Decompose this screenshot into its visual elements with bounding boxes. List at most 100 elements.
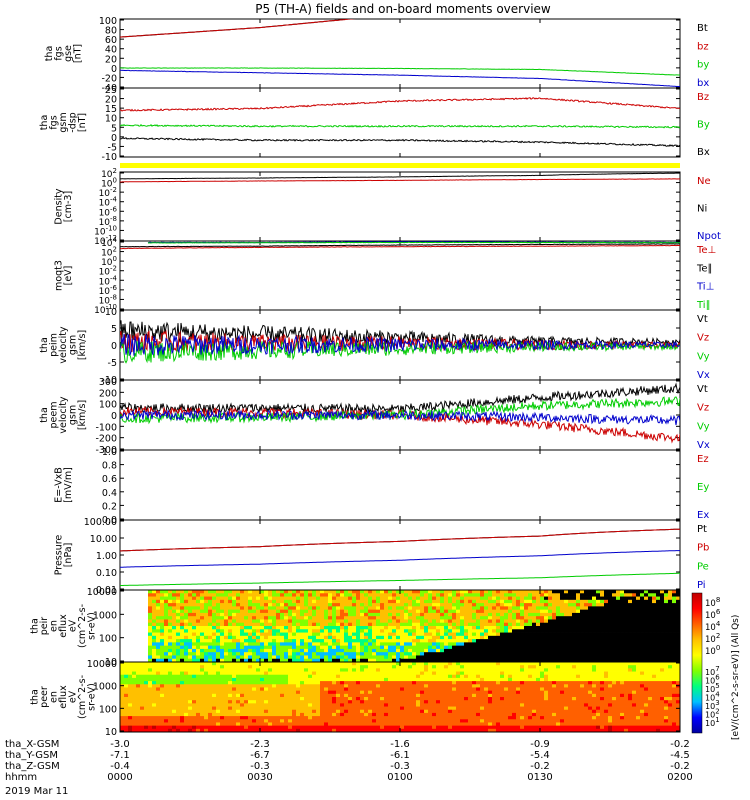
heatmap-cell — [540, 655, 545, 660]
heatmap-cell — [284, 593, 289, 597]
heatmap-cell — [264, 632, 269, 637]
heatmap-cell — [408, 622, 413, 627]
heatmap-cell — [664, 622, 669, 627]
heatmap-cell — [392, 612, 397, 617]
heatmap-cell — [476, 645, 481, 650]
heatmap-cell — [356, 684, 361, 688]
heatmap-cell — [224, 719, 229, 723]
heatmap-cell — [292, 599, 297, 604]
heatmap-cell — [520, 639, 525, 643]
heatmap-cell — [368, 703, 373, 707]
heatmap-cell — [216, 629, 221, 633]
heatmap-cell — [440, 609, 445, 614]
heatmap-cell — [496, 639, 501, 643]
heatmap-cell — [556, 599, 561, 604]
heatmap-cell — [236, 687, 241, 692]
heatmap-cell — [352, 700, 357, 704]
heatmap-cell — [432, 596, 437, 601]
heatmap-cell — [244, 616, 249, 620]
heatmap-cell — [228, 599, 233, 604]
heatmap-cell — [652, 596, 657, 601]
heatmap-cell — [252, 697, 257, 701]
heatmap-cell — [352, 662, 357, 666]
heatmap-cell — [212, 716, 217, 720]
heatmap-cell — [208, 719, 213, 723]
heatmap-cell — [172, 632, 177, 637]
heatmap-cell — [272, 619, 277, 624]
heatmap-cell — [396, 593, 401, 597]
heatmap-cell — [656, 606, 661, 611]
heatmap-cell — [464, 652, 469, 656]
heatmap-cell — [304, 642, 309, 647]
heatmap-cell — [228, 609, 233, 614]
heatmap-cell — [344, 635, 349, 640]
heatmap-cell — [312, 706, 317, 711]
heatmap-cell — [488, 635, 493, 640]
heatmap-cell — [376, 648, 381, 653]
heatmap-cell — [392, 677, 397, 682]
heatmap-cell — [448, 639, 453, 643]
heatmap-cell — [280, 590, 285, 594]
heatmap-cell — [420, 626, 425, 630]
heatmap-cell — [276, 622, 281, 627]
heatmap-cell — [588, 590, 593, 594]
heatmap-cell — [612, 622, 617, 627]
heatmap-cell — [268, 609, 273, 614]
heatmap-cell — [564, 590, 569, 594]
heatmap-cell — [240, 665, 245, 669]
heatmap-cell — [308, 593, 313, 597]
heatmap-cell — [228, 728, 233, 732]
heatmap-cell — [508, 619, 513, 624]
heatmap-cell — [368, 671, 373, 676]
heatmap-cell — [248, 700, 253, 704]
heatmap-cell — [300, 674, 305, 679]
heatmap-cell — [584, 616, 589, 620]
heatmap-cell — [388, 719, 393, 723]
heatmap-cell — [184, 626, 189, 630]
heatmap-cell — [444, 626, 449, 630]
heatmap-cell — [152, 606, 157, 611]
heatmap-cell — [256, 700, 261, 704]
heatmap-cell — [328, 674, 333, 679]
heatmap-cell — [268, 693, 273, 698]
heatmap-cell — [224, 635, 229, 640]
heatmap-cell — [140, 639, 145, 643]
heatmap-cell — [172, 648, 177, 653]
heatmap-cell — [232, 626, 237, 630]
heatmap-cell — [408, 606, 413, 611]
heatmap-cell — [248, 652, 253, 656]
heatmap-cell — [508, 606, 513, 611]
heatmap-cell — [164, 728, 169, 732]
heatmap-cell — [232, 697, 237, 701]
heatmap-cell — [240, 596, 245, 601]
heatmap-cell — [188, 725, 193, 730]
heatmap-cell — [188, 728, 193, 732]
heatmap-cell — [492, 658, 497, 662]
heatmap-cell — [440, 596, 445, 601]
heatmap-cell — [364, 728, 369, 732]
heatmap-cell — [500, 622, 505, 627]
heatmap-cell — [332, 703, 337, 707]
heatmap-cell — [636, 648, 641, 653]
heatmap-cell — [344, 665, 349, 669]
heatmap-cell — [416, 622, 421, 627]
heatmap-cell — [268, 658, 273, 662]
heatmap-cell — [244, 632, 249, 637]
heatmap-cell — [164, 645, 169, 650]
heatmap-cell — [544, 626, 549, 630]
heatmap-cell — [576, 626, 581, 630]
heatmap-cell — [228, 697, 233, 701]
heatmap-cell — [280, 603, 285, 607]
heatmap-cell — [372, 599, 377, 604]
heatmap-cell — [380, 635, 385, 640]
heatmap-cell — [648, 619, 653, 624]
heatmap-cell — [380, 671, 385, 676]
heatmap-cell — [608, 606, 613, 611]
heatmap-cell — [556, 612, 561, 617]
heatmap-cell — [268, 639, 273, 643]
heatmap-cell — [336, 612, 341, 617]
heatmap-cell — [256, 655, 261, 660]
heatmap-cell — [336, 645, 341, 650]
heatmap-cell — [160, 655, 165, 660]
heatmap-cell — [136, 681, 141, 685]
